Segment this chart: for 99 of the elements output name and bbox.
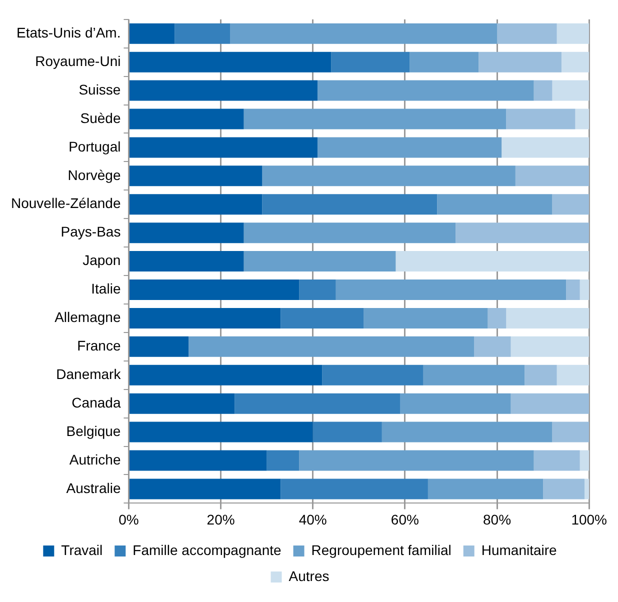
y-tick-label: Italie (91, 280, 121, 297)
bar (299, 450, 534, 471)
bar (129, 80, 318, 101)
y-tick-label: Australie (66, 480, 121, 496)
y-tick-label: Portugal (68, 138, 121, 154)
bar (428, 478, 544, 500)
bar (129, 23, 175, 44)
bar (129, 450, 267, 471)
y-tick-label: Danemark (56, 366, 122, 382)
bar (129, 52, 332, 72)
bar (552, 194, 590, 215)
bar (188, 336, 474, 357)
bar (400, 393, 511, 414)
bar (129, 166, 262, 186)
bar (299, 280, 336, 300)
bar (543, 478, 584, 500)
bar (575, 108, 590, 130)
y-tick-label: Suisse (78, 81, 121, 98)
bar (312, 422, 382, 442)
legend-label: Famille accompagnante (132, 542, 282, 558)
bar (230, 23, 498, 44)
bar (488, 308, 506, 328)
bar (317, 137, 502, 158)
bar (556, 23, 590, 44)
bar (515, 166, 590, 186)
y-tick-label: Allemagne (54, 309, 121, 326)
y-tick-label: Norvège (68, 166, 121, 183)
bar (552, 422, 590, 442)
bar (524, 364, 557, 386)
bar (129, 308, 281, 328)
bar (410, 52, 479, 72)
y-tick-label: Nouvelle-Zélande (10, 195, 121, 212)
y-tick-label: Autriche (69, 451, 121, 468)
x-tick-label: 80% (483, 511, 512, 528)
x-tick-label: 60% (390, 511, 419, 528)
bar (534, 80, 552, 101)
bar (474, 336, 511, 357)
bar (280, 478, 428, 500)
bar (336, 280, 566, 300)
bar (262, 166, 516, 186)
bar (506, 308, 590, 328)
bar (262, 194, 438, 215)
bar (580, 280, 590, 300)
y-tick-label: Canada (72, 394, 121, 410)
bar (244, 222, 456, 244)
bar (129, 251, 244, 272)
x-tick-label: 20% (206, 511, 235, 528)
bar (129, 222, 244, 244)
bar (129, 422, 313, 442)
bar (456, 222, 590, 244)
bar (478, 52, 562, 72)
bar (234, 393, 400, 414)
bar (506, 108, 576, 130)
bar (580, 450, 590, 471)
bar (129, 336, 189, 357)
bar (129, 364, 322, 386)
x-tick-label: 0% (118, 511, 139, 528)
x-tick-label: 100% (571, 511, 608, 528)
bar (502, 137, 590, 158)
bar (382, 422, 552, 442)
bar (423, 364, 525, 386)
bar (244, 251, 396, 272)
bar (244, 108, 506, 130)
y-tick-label: Pays-Bas (60, 224, 121, 240)
bar (174, 23, 230, 44)
bar (129, 478, 281, 500)
legend-label: Autres (288, 568, 330, 584)
bar (584, 478, 590, 500)
bar (510, 336, 590, 357)
bar (510, 393, 590, 414)
legend-label: Travail (61, 542, 103, 558)
bar (437, 194, 552, 215)
bar (552, 80, 590, 101)
bar (534, 450, 580, 471)
bar (129, 194, 262, 215)
bar (129, 108, 244, 130)
bar (566, 280, 580, 300)
bar (129, 137, 318, 158)
bar (396, 251, 590, 272)
bar (317, 80, 534, 101)
bar (364, 308, 488, 328)
legend-label: Regroupement familial (311, 542, 452, 558)
y-tick-label: France (77, 338, 121, 354)
y-tick-label: Royaume-Uni (35, 52, 121, 69)
bar (280, 308, 364, 328)
y-tick-label: Belgique (66, 422, 121, 439)
bar (561, 52, 590, 72)
legend-label: Humanitaire (481, 542, 558, 558)
bar (129, 393, 235, 414)
y-tick-label: Etats-Unis d’Am. (16, 24, 121, 40)
y-tick-label: Suède (80, 110, 121, 126)
bar (322, 364, 424, 386)
x-tick-label: 40% (298, 511, 327, 528)
bar (331, 52, 410, 72)
y-tick-label: Japon (82, 252, 121, 268)
bar (556, 364, 590, 386)
bar (497, 23, 557, 44)
bar (266, 450, 300, 471)
bar (129, 280, 300, 300)
